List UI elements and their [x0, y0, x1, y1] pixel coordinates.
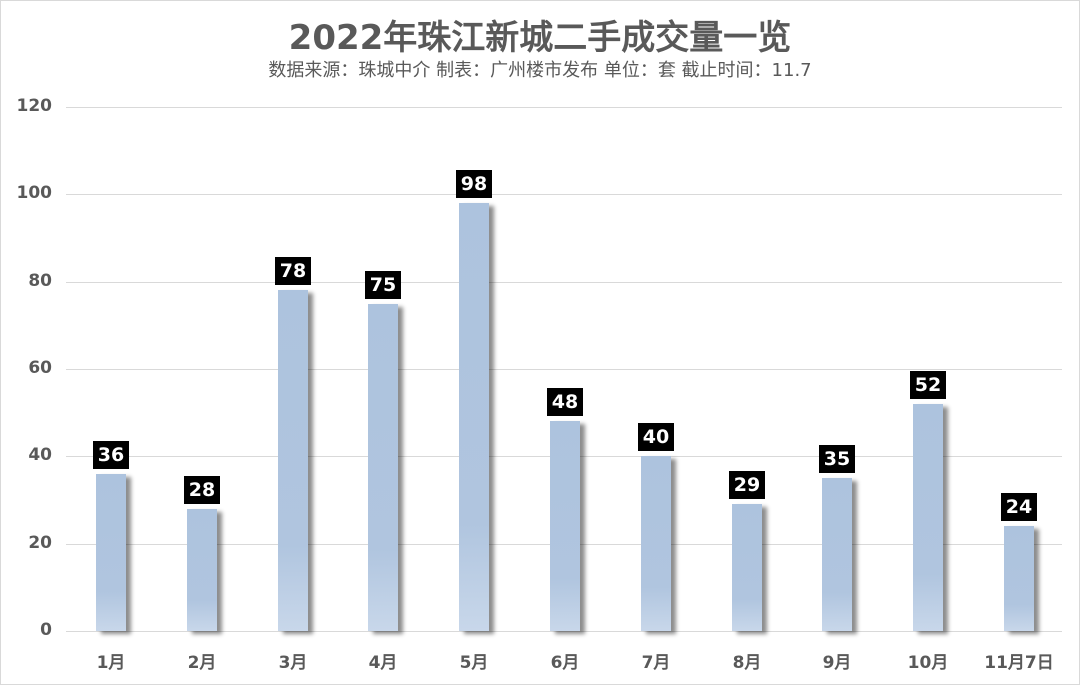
x-tick-label: 3月 [278, 653, 308, 673]
bar [550, 421, 580, 631]
data-label: 48 [547, 388, 583, 416]
gridline [66, 282, 1062, 283]
data-label: 98 [456, 170, 492, 198]
y-tick-label: 80 [28, 271, 52, 291]
data-label: 36 [93, 441, 129, 469]
y-tick-label: 20 [28, 533, 52, 553]
bar [368, 304, 398, 631]
bar [913, 404, 943, 631]
gridline [66, 631, 1062, 632]
data-label: 40 [638, 423, 674, 451]
x-tick-label: 6月 [550, 653, 580, 673]
data-label: 24 [1001, 493, 1037, 521]
y-tick-label: 60 [28, 358, 52, 378]
bar [641, 456, 671, 631]
chart-title: 2022年珠江新城二手成交量一览 [288, 18, 792, 58]
data-label: 29 [729, 471, 765, 499]
y-tick-label: 40 [28, 445, 52, 465]
y-tick-label: 0 [40, 620, 52, 640]
data-label: 35 [819, 445, 855, 473]
gridline [66, 369, 1062, 370]
x-tick-label: 2月 [187, 653, 217, 673]
bar [732, 504, 762, 631]
y-tick-label: 100 [16, 183, 53, 203]
y-tick-label: 120 [16, 96, 53, 116]
data-label: 78 [275, 257, 311, 285]
bar [1004, 526, 1034, 631]
x-tick-label: 9月 [822, 653, 852, 673]
data-label: 52 [910, 371, 946, 399]
data-label: 28 [184, 476, 220, 504]
chart-subtitle: 数据来源：珠城中介 制表：广州楼市发布 单位：套 截止时间：11.7 [268, 60, 812, 81]
data-label: 75 [365, 271, 401, 299]
x-tick-label: 5月 [459, 653, 489, 673]
bar [459, 203, 489, 631]
x-tick-label: 10月 [907, 653, 949, 673]
gridline [66, 194, 1062, 195]
bar [822, 478, 852, 631]
x-tick-label: 1月 [96, 653, 126, 673]
x-tick-label: 8月 [732, 653, 762, 673]
x-tick-label: 11月7日 [984, 653, 1054, 673]
x-tick-label: 4月 [368, 653, 398, 673]
x-tick-label: 7月 [641, 653, 671, 673]
bar [96, 474, 126, 631]
bar [187, 509, 217, 631]
gridline [66, 107, 1062, 108]
bar [278, 290, 308, 631]
